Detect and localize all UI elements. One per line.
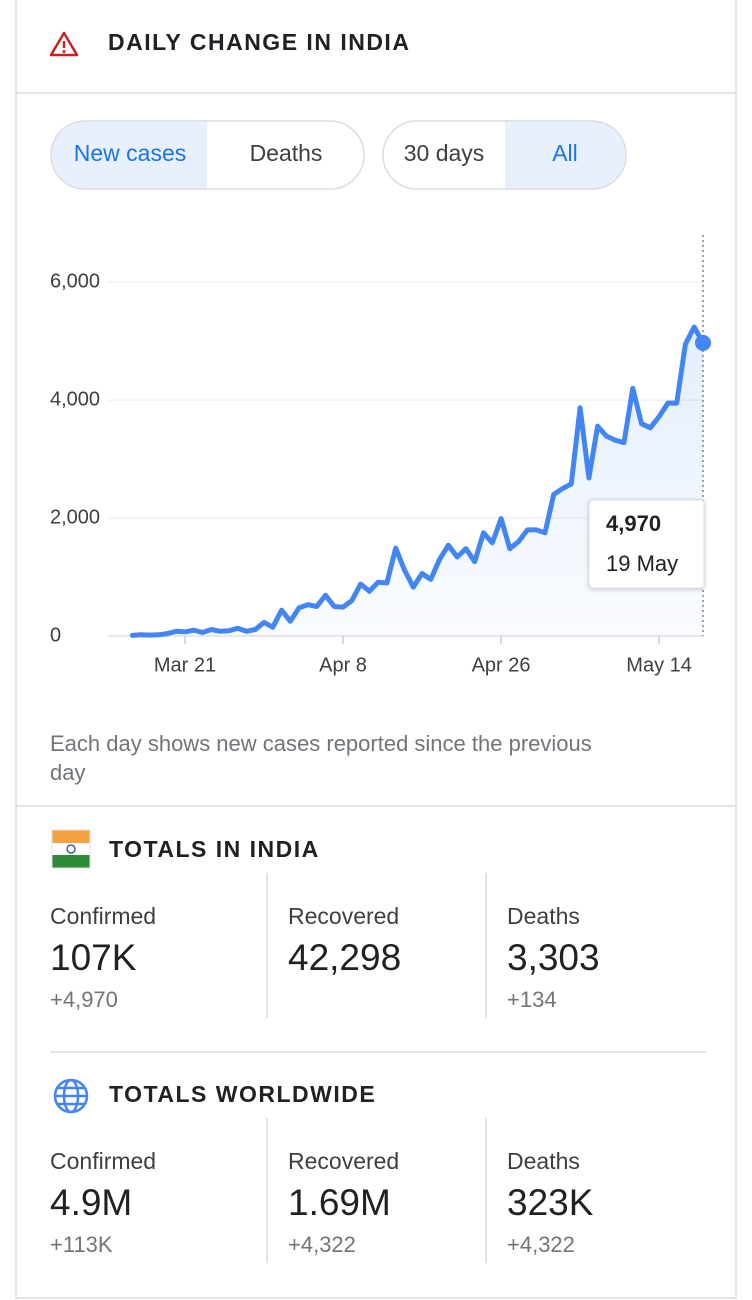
tooltip-date: 19 May (606, 551, 678, 576)
toggle-option[interactable]: Deaths (250, 140, 323, 166)
card (15, 0, 737, 1299)
caption: Each day shows new cases reported since … (50, 731, 592, 756)
caption: day (50, 760, 85, 785)
stat-value: 107K (50, 937, 137, 978)
y-tick-label: 4,000 (50, 388, 100, 410)
toggle-option[interactable]: All (552, 140, 578, 166)
stat-change: +4,970 (50, 987, 118, 1012)
stat-label: Deaths (507, 903, 580, 929)
stat-value: 1.69M (288, 1182, 391, 1223)
stat-label: Deaths (507, 1148, 580, 1174)
stat-change: +113K (50, 1232, 113, 1257)
india-flag (51, 829, 91, 869)
range-toggle: 30 days All (382, 120, 627, 190)
line (129, 324, 706, 638)
x-tick-label: Apr 8 (319, 654, 367, 676)
stat-label: Confirmed (50, 1148, 156, 1174)
tooltip-box (588, 499, 705, 589)
stat-value: 42,298 (288, 937, 401, 978)
toggle-selected (505, 121, 625, 189)
area (132, 327, 704, 636)
globe-icon (53, 1078, 89, 1114)
section-title: TOTALS IN INDIA (109, 836, 320, 862)
y-tick-label: 2,000 (50, 506, 100, 528)
chart: 0 2,000 4,000 6,000 Mar 21 Apr 8 Apr 26 May 14 4… (50, 235, 711, 676)
y-tick-label: 6,000 (50, 270, 100, 292)
x-tick-label: Apr 26 (472, 654, 531, 676)
x-tick-label: Mar 21 (154, 654, 216, 676)
stat-value: 4.9M (50, 1182, 132, 1223)
toggle-outline (50, 120, 365, 190)
tooltip-value: 4,970 (606, 511, 661, 536)
section-title: TOTALS WORLDWIDE (109, 1081, 376, 1107)
y-tick-label: 0 (50, 624, 61, 646)
point (695, 334, 711, 351)
stat-change: +4,322 (507, 1232, 575, 1257)
warning-icon (49, 31, 79, 57)
stat-label: Recovered (288, 903, 399, 929)
x-tick-label: May 14 (626, 654, 692, 676)
metric-toggle: New cases Deaths (50, 120, 365, 190)
toggle-selected (51, 121, 207, 189)
stat-label: Recovered (288, 1148, 399, 1174)
section-title: DAILY CHANGE IN INDIA (108, 29, 410, 55)
stat-change: +134 (507, 987, 557, 1012)
totals: TOTALS IN INDIA Confirmed 107K +4,970 Recove… (50, 836, 600, 1263)
toggle-outline (382, 120, 627, 190)
stat-value: 323K (507, 1182, 594, 1223)
toggle-option[interactable]: New cases (74, 140, 186, 166)
stat-value: 3,303 (507, 937, 600, 978)
toggle-option[interactable]: 30 days (404, 140, 485, 166)
stat-label: Confirmed (50, 903, 156, 929)
stat-change: +4,322 (288, 1232, 356, 1257)
